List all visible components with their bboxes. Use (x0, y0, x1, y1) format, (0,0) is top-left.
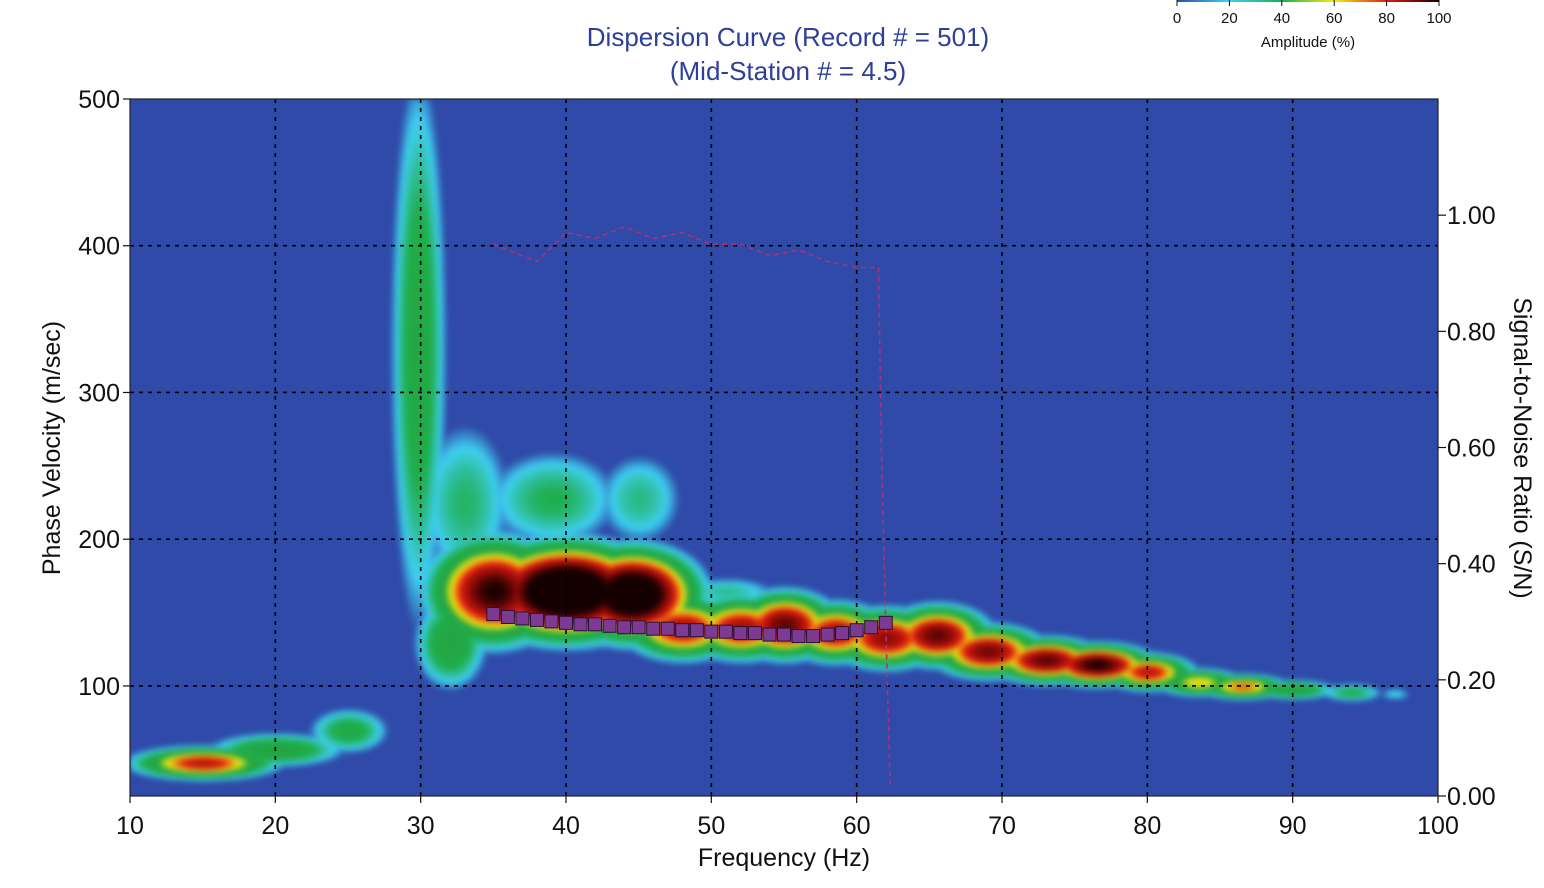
x-tick-label: 30 (407, 812, 435, 840)
x-axis-label: Frequency (Hz) (698, 844, 870, 872)
x-tick-label: 100 (1417, 812, 1459, 840)
y-tick-label: 400 (78, 233, 120, 261)
colorbar-tick-label: 20 (1221, 10, 1238, 27)
plot-area (130, 99, 1438, 796)
pick-marker (733, 626, 748, 641)
pick-marker (864, 620, 879, 635)
colorbar-ticks: 0 20 40 60 80 100 (1173, 0, 1452, 27)
y2-tick-label: 0.80 (1447, 318, 1496, 346)
x-tick-label: 10 (116, 812, 144, 840)
y2-tick-label: 1.00 (1447, 202, 1496, 230)
pick-marker (617, 620, 632, 635)
pick-marker (762, 627, 777, 642)
x-tick-label: 60 (843, 812, 871, 840)
pick-marker (500, 609, 515, 624)
y2-tick-label: 0.00 (1447, 783, 1496, 811)
pick-marker (718, 624, 733, 639)
y2-tick-label: 0.60 (1447, 435, 1496, 463)
pick-marker (573, 617, 588, 632)
pick-marker (777, 627, 791, 642)
pick-marker (486, 607, 501, 622)
chart-title: Dispersion Curve (Record # = 501) (587, 22, 989, 52)
pick-marker (660, 621, 675, 636)
pick-marker (849, 623, 864, 638)
x-tick-label: 20 (261, 812, 289, 840)
colorbar-tick-label: 80 (1378, 10, 1395, 27)
snr-line (493, 225, 891, 785)
heatmap-layer (130, 99, 1438, 796)
chart-subtitle: (Mid-Station # = 4.5) (670, 56, 906, 86)
x-tick-label: 50 (697, 812, 725, 840)
pick-marker (791, 629, 806, 644)
pick-marker (631, 620, 646, 635)
y2-tick-label: 0.20 (1447, 667, 1496, 695)
x-tick-label: 80 (1133, 812, 1161, 840)
pick-marker (602, 618, 617, 633)
pick-marker (806, 629, 821, 644)
pick-marker (747, 626, 762, 641)
grid-lines (130, 99, 1438, 796)
pick-marker (529, 612, 544, 627)
x-tick-label: 90 (1279, 812, 1307, 840)
pick-marker (689, 623, 704, 638)
y-tick-label: 200 (78, 526, 120, 554)
colorbar-tick-label: 60 (1326, 10, 1343, 27)
pick-marker (588, 617, 603, 632)
pick-marker (878, 615, 893, 630)
pick-marker (646, 621, 661, 636)
colorbar-tick-label: 0 (1173, 10, 1181, 27)
colorbar-tick-label: 100 (1426, 10, 1451, 27)
y-tick-label: 300 (78, 379, 120, 407)
pick-marker (704, 624, 719, 639)
pick-marker (675, 623, 690, 638)
y2-axis: 0.00 0.20 0.40 0.60 0.80 1.00 (1438, 202, 1496, 811)
x-tick-label: 70 (988, 812, 1016, 840)
pick-marker (515, 611, 530, 626)
pick-marker (559, 615, 573, 630)
pick-marker (820, 627, 835, 642)
colorbar-tick-label: 40 (1273, 10, 1290, 27)
x-axis: 10 20 30 40 50 60 70 80 90 100 (116, 796, 1459, 840)
y-tick-label: 500 (78, 86, 120, 114)
dispersion-picks (486, 607, 893, 644)
colorbar: 0 20 40 60 80 100 Amplitude (%) (1173, 0, 1452, 51)
pick-marker (835, 626, 850, 641)
y-axis-label: Phase Velocity (m/sec) (38, 321, 66, 575)
pick-marker (544, 614, 559, 629)
amplitude-heatmap (130, 99, 1438, 796)
x-tick-label: 40 (552, 812, 580, 840)
colorbar-strip (1177, 0, 1439, 2)
y-tick-label: 100 (78, 673, 120, 701)
y-axis: 100 200 300 400 500 (78, 86, 130, 701)
y2-tick-label: 0.40 (1447, 551, 1496, 579)
y2-axis-label: Signal-to-Noise Ratio (S/N) (1508, 297, 1536, 599)
colorbar-label: Amplitude (%) (1261, 34, 1355, 51)
